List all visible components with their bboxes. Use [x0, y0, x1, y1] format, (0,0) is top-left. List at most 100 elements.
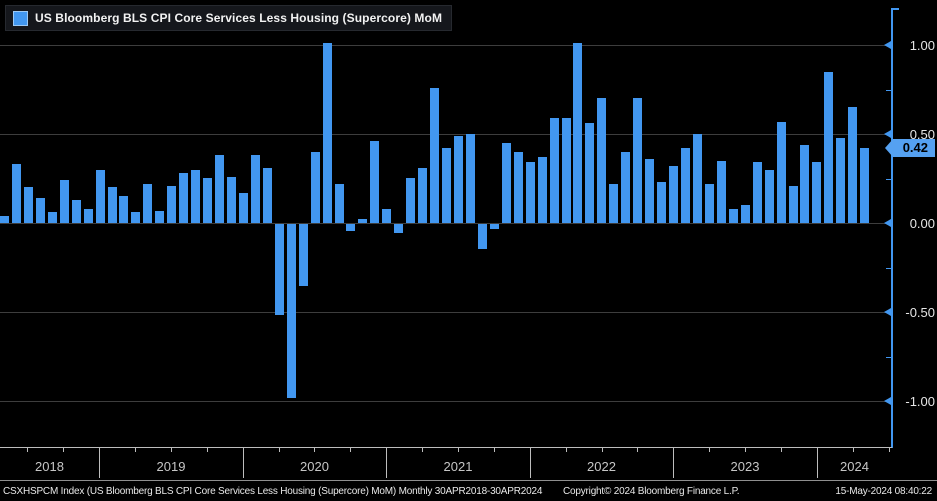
- chart-bar[interactable]: [502, 143, 511, 223]
- x-axis-year-divider: [99, 447, 100, 478]
- chart-bar[interactable]: [860, 148, 869, 223]
- last-value-badge: 0.42: [885, 139, 935, 157]
- x-axis-year-divider: [386, 447, 387, 478]
- chart-bar[interactable]: [705, 184, 714, 223]
- gridline: [0, 312, 890, 313]
- chart-bar[interactable]: [657, 182, 666, 223]
- x-axis-quarter-tick: [709, 447, 710, 452]
- chart-bar[interactable]: [824, 72, 833, 223]
- chart-bar[interactable]: [430, 88, 439, 223]
- chart-bar[interactable]: [191, 170, 200, 223]
- status-copyright: Copyright© 2024 Bloomberg Finance L.P.: [563, 486, 740, 497]
- status-ticker-info: CSXHSPCM Index (US Bloomberg BLS CPI Cor…: [3, 486, 543, 497]
- chart-bar[interactable]: [442, 148, 451, 223]
- chart-bar[interactable]: [562, 118, 571, 223]
- chart-bar[interactable]: [645, 159, 654, 223]
- chart-bar[interactable]: [550, 118, 559, 223]
- chart-bar[interactable]: [478, 224, 487, 249]
- chart-bar[interactable]: [215, 155, 224, 223]
- chart-bar[interactable]: [418, 168, 427, 223]
- chart-bar[interactable]: [143, 184, 152, 223]
- chart-bar[interactable]: [394, 224, 403, 233]
- chart-bar[interactable]: [836, 138, 845, 223]
- chart-bar[interactable]: [753, 162, 762, 223]
- chart-bar[interactable]: [119, 196, 128, 223]
- chart-bar[interactable]: [96, 170, 105, 223]
- chart-bar[interactable]: [84, 209, 93, 223]
- status-timestamp: 15-May-2024 08:40:22: [835, 486, 932, 497]
- chart-bar[interactable]: [633, 98, 642, 223]
- chart-bar[interactable]: [0, 216, 9, 223]
- x-axis-quarter-tick: [781, 447, 782, 452]
- chart-bar[interactable]: [239, 193, 248, 223]
- x-axis-year-label: 2018: [35, 459, 64, 474]
- chart-bar[interactable]: [382, 209, 391, 223]
- chart-bar[interactable]: [335, 184, 344, 223]
- chart-bar[interactable]: [311, 152, 320, 223]
- chart-bar[interactable]: [406, 178, 415, 223]
- chart-bar[interactable]: [251, 155, 260, 223]
- chart-bar[interactable]: [131, 212, 140, 223]
- y-axis-tick-arrow-icon: [884, 130, 891, 138]
- chart-bar[interactable]: [60, 180, 69, 223]
- x-axis-quarter-tick: [889, 447, 890, 452]
- x-axis-year-divider: [817, 447, 818, 478]
- chart-bar[interactable]: [717, 161, 726, 223]
- chart-bar[interactable]: [490, 224, 499, 229]
- x-axis-quarter-tick: [602, 447, 603, 452]
- chart-bar[interactable]: [777, 122, 786, 223]
- chart-bar[interactable]: [108, 187, 117, 223]
- x-axis-quarter-tick: [350, 447, 351, 452]
- chart-bar[interactable]: [812, 162, 821, 223]
- chart-bar[interactable]: [227, 177, 236, 223]
- chart-bar[interactable]: [263, 168, 272, 223]
- y-axis-tick-arrow-icon: [884, 397, 891, 405]
- chart-bar[interactable]: [323, 43, 332, 223]
- chart-bar[interactable]: [597, 98, 606, 223]
- chart-bar[interactable]: [358, 219, 367, 223]
- x-axis-year-label: 2023: [730, 459, 760, 474]
- chart-bar[interactable]: [275, 224, 284, 315]
- chart-bar[interactable]: [24, 187, 33, 223]
- chart-bar[interactable]: [36, 198, 45, 223]
- chart-bar[interactable]: [789, 186, 798, 223]
- legend[interactable]: US Bloomberg BLS CPI Core Services Less …: [5, 5, 453, 31]
- chart-bar[interactable]: [179, 173, 188, 223]
- chart-bar[interactable]: [155, 211, 164, 223]
- chart-bar[interactable]: [800, 145, 809, 223]
- last-value-text: 0.42: [902, 140, 928, 155]
- chart-bar[interactable]: [526, 162, 535, 223]
- x-axis-year-label: 2020: [300, 459, 329, 474]
- chart-bar[interactable]: [287, 224, 296, 398]
- chart-bar[interactable]: [346, 224, 355, 231]
- chart-bar[interactable]: [299, 224, 308, 286]
- y-axis-tick-arrow-icon: [884, 41, 891, 49]
- chart-bar[interactable]: [693, 134, 702, 223]
- chart-bar[interactable]: [609, 184, 618, 223]
- chart-bar[interactable]: [12, 164, 21, 223]
- chart-bar[interactable]: [621, 152, 630, 223]
- chart-bar[interactable]: [466, 134, 475, 223]
- y-axis-label: 0.50: [909, 127, 935, 142]
- chart-bar[interactable]: [514, 152, 523, 223]
- statusbar-separator: [0, 480, 937, 481]
- chart-bar[interactable]: [370, 141, 379, 223]
- x-axis-year-divider: [243, 447, 244, 478]
- chart-bar[interactable]: [203, 178, 212, 223]
- chart-bar[interactable]: [72, 200, 81, 223]
- chart-bar[interactable]: [573, 43, 582, 223]
- chart-bar[interactable]: [48, 212, 57, 223]
- chart-bar[interactable]: [681, 148, 690, 223]
- chart-bar[interactable]: [729, 209, 738, 223]
- chart-bar[interactable]: [669, 166, 678, 223]
- chart-bar[interactable]: [167, 186, 176, 223]
- y-axis-label: 0.00: [909, 216, 935, 231]
- chart-bar[interactable]: [741, 205, 750, 223]
- chart-bar[interactable]: [454, 136, 463, 223]
- x-axis-quarter-tick: [422, 447, 423, 452]
- chart-bar[interactable]: [848, 107, 857, 223]
- chart-bar[interactable]: [538, 157, 547, 223]
- chart-bar[interactable]: [585, 123, 594, 223]
- x-axis-quarter-tick: [494, 447, 495, 452]
- chart-bar[interactable]: [765, 170, 774, 223]
